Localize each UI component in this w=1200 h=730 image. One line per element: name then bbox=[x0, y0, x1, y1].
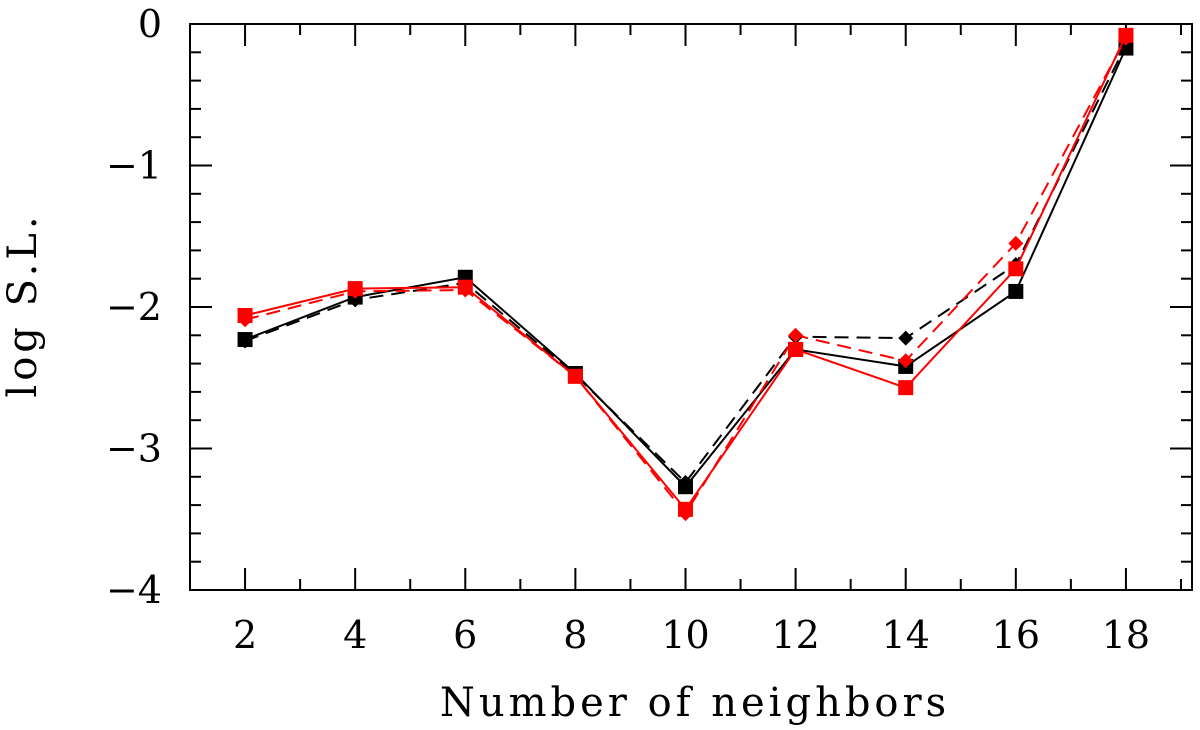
y-tick-label: −4 bbox=[106, 568, 162, 612]
data-point-diamond bbox=[898, 330, 914, 346]
data-point-diamond bbox=[788, 327, 804, 343]
data-point-diamond bbox=[677, 474, 693, 490]
data-point-square bbox=[898, 380, 914, 396]
series-2 bbox=[237, 27, 1134, 517]
series-line bbox=[244, 37, 1127, 516]
y-tick-label: 0 bbox=[138, 2, 162, 46]
x-tick-label: 16 bbox=[992, 613, 1040, 657]
data-point-square bbox=[1008, 261, 1024, 277]
x-tick-label: 6 bbox=[453, 613, 477, 657]
x-tick-label: 18 bbox=[1102, 613, 1150, 657]
series-0 bbox=[237, 40, 1134, 495]
y-axis-label: log S.L. bbox=[0, 212, 46, 397]
y-tick-label: −1 bbox=[106, 144, 162, 188]
x-tick-label: 14 bbox=[882, 613, 930, 657]
tick-labels: 2 4 6 8 10 12 14 16 18 0 −1 −2 −3 −4 bbox=[106, 2, 1150, 657]
x-tick-label: 2 bbox=[233, 613, 257, 657]
x-tick-label: 8 bbox=[563, 613, 587, 657]
data-point-square bbox=[1008, 283, 1024, 299]
series-1 bbox=[237, 37, 1134, 490]
x-tick-label: 12 bbox=[771, 613, 819, 657]
data-point-diamond bbox=[677, 506, 693, 522]
data-point-diamond bbox=[347, 292, 363, 308]
x-tick-label: 10 bbox=[661, 613, 709, 657]
series-3 bbox=[237, 30, 1134, 522]
data-point-diamond bbox=[457, 282, 473, 298]
data-point-diamond bbox=[567, 368, 583, 384]
x-axis-label: Number of neighbors bbox=[440, 680, 950, 726]
data-point-diamond bbox=[1008, 235, 1024, 251]
data-point-diamond bbox=[898, 353, 914, 369]
data-point-diamond bbox=[237, 333, 253, 349]
data-point-square bbox=[788, 341, 804, 357]
data-point-diamond bbox=[347, 283, 363, 299]
series-line bbox=[244, 44, 1127, 485]
y-tick-label: −3 bbox=[106, 427, 162, 471]
y-tick-label: −2 bbox=[106, 285, 162, 329]
axis-ticks bbox=[189, 23, 1192, 591]
data-series bbox=[237, 27, 1134, 522]
x-tick-label: 4 bbox=[343, 613, 367, 657]
data-point-diamond bbox=[1118, 30, 1134, 46]
data-point-diamond bbox=[237, 312, 253, 328]
series-line bbox=[244, 34, 1127, 511]
